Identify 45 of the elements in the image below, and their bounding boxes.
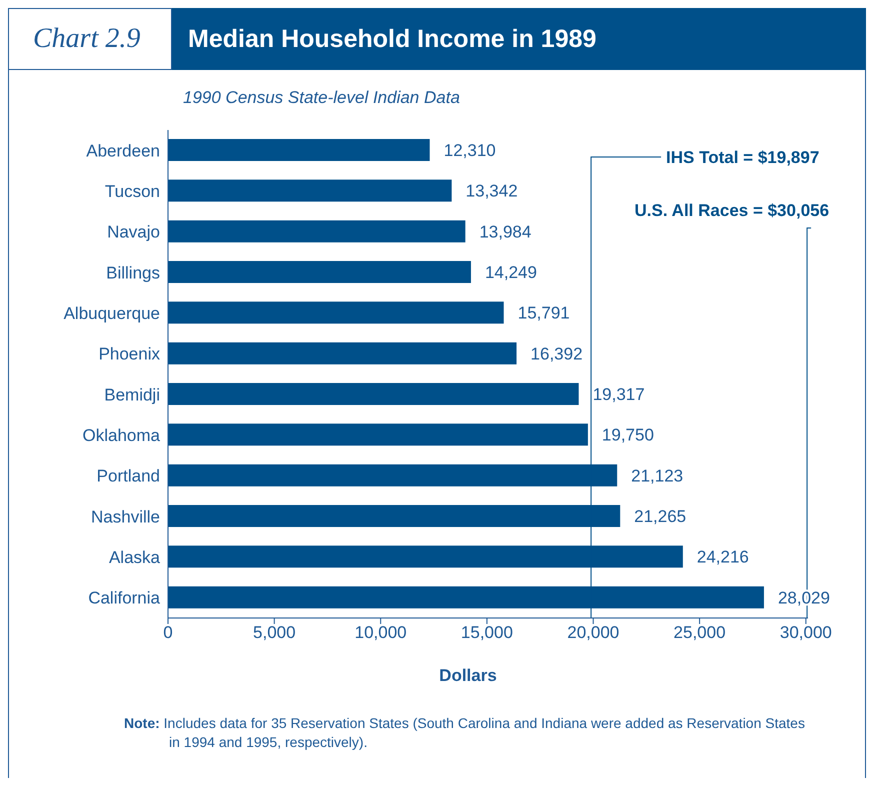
x-tick-label: 25,000: [674, 623, 726, 642]
bar: [168, 261, 471, 283]
data-label: 12,310: [444, 141, 496, 160]
ref-line-label: IHS Total = $19,897: [666, 148, 820, 167]
y-tick-label: Tucson: [104, 182, 160, 202]
y-tick-label: Portland: [96, 466, 160, 486]
caption: Chart 2.9: [8, 8, 172, 70]
bar: [168, 342, 517, 364]
y-tick-label: Oklahoma: [82, 426, 161, 446]
bar: [168, 383, 579, 405]
ref-line-label: U.S. All Races = $30,056: [634, 201, 830, 220]
x-tick-label: 0: [163, 623, 173, 642]
y-tick-label: Aberdeen: [86, 141, 160, 160]
y-tick-label: Alaska: [108, 548, 161, 568]
x-axis-title: Dollars: [438, 666, 498, 686]
bar: [168, 180, 452, 202]
data-label: 14,249: [484, 263, 537, 282]
y-tick-label: Billings: [106, 263, 160, 282]
y-tick-label: Albuquerque: [64, 304, 160, 324]
data-label: 19,317: [592, 385, 645, 404]
data-label: 21,265: [634, 507, 686, 526]
y-tick-label: Phoenix: [98, 344, 160, 364]
data-label: 21,123: [631, 466, 684, 486]
bar: [168, 220, 466, 242]
x-tick-label: 15,000: [460, 623, 513, 642]
text: Note: Includes data for 35 Reservation States (South Carolina and Indiana were added as Reservation States in 1994 and 1995, respectively).: [124, 714, 806, 752]
y-tick-label: Bemidji: [104, 385, 160, 404]
x-tick-label: 30,000: [780, 623, 832, 642]
y-tick-label: Nashville: [91, 507, 160, 526]
data-label: 19,750: [602, 426, 654, 445]
chart-title: Median Household Income in 1989: [172, 8, 866, 70]
y-tick-label: California: [88, 588, 161, 608]
bar: [168, 424, 588, 446]
data-label: 24,216: [696, 548, 749, 567]
data-label: 16,392: [530, 344, 583, 364]
chart-subtitle: 1990 Census State-level Indian Data: [183, 88, 460, 108]
x-tick-label: 5,000: [253, 623, 296, 642]
data-label: 13,342: [466, 182, 518, 201]
data-label: 15,791: [518, 304, 570, 323]
data-label: 13,984: [479, 222, 532, 242]
bar: [168, 302, 504, 324]
y-tick-label: Navajo: [107, 222, 160, 242]
x-tick-label: 20,000: [567, 623, 620, 642]
x-tick-label: 10,000: [354, 623, 407, 642]
bar: [168, 139, 430, 161]
